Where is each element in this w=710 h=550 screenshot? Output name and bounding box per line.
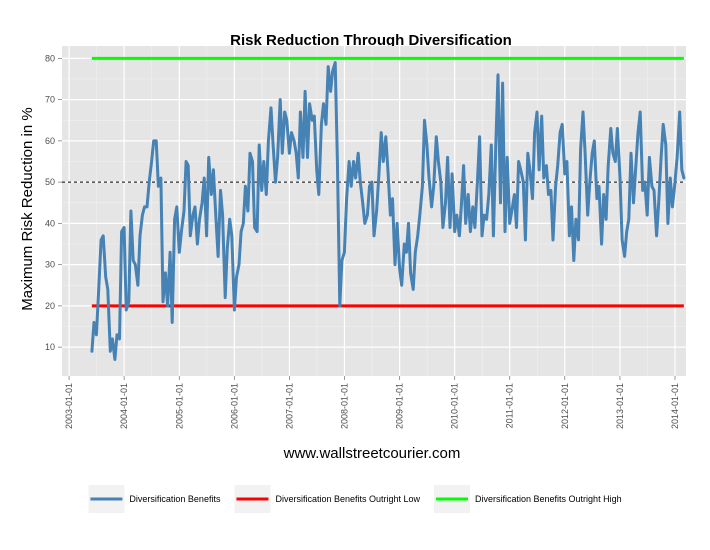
y-tick-label: 60	[45, 136, 55, 146]
y-axis-label: Maximum Risk Reduction in %	[19, 107, 36, 310]
y-tick-label: 10	[45, 342, 55, 352]
y-tick-label: 20	[45, 301, 55, 311]
x-tick-label: 2003-01-01	[64, 383, 74, 429]
legend-label: Diversification Benefits	[129, 494, 221, 504]
x-tick-label: 2009-01-01	[395, 383, 405, 429]
series-line-diversification-benefits	[90, 61, 686, 361]
x-tick-label: 2014-01-01	[670, 383, 680, 429]
y-tick-label: 30	[45, 260, 55, 270]
legend-label: Diversification Benefits Outright Low	[275, 494, 420, 504]
y-tick-label: 50	[45, 177, 55, 187]
legend-label: Diversification Benefits Outright High	[475, 494, 622, 504]
y-tick-label: 70	[45, 95, 55, 105]
x-tick-label: 2007-01-01	[284, 383, 294, 429]
legend: Diversification Benefits Diversification …	[88, 485, 622, 513]
x-axis-label: www.wallstreetcourier.com	[283, 445, 461, 462]
y-tick-label: 40	[45, 218, 55, 228]
x-tick-label: 2008-01-01	[339, 383, 349, 429]
x-tick-label: 2011-01-01	[505, 383, 515, 428]
x-tick-label: 2004-01-01	[119, 383, 129, 429]
y-tick-label: 80	[45, 53, 55, 63]
y-axis-ticks: 10 20 30 40 50 60 70 80	[45, 53, 62, 352]
x-axis-ticks: 2003-01-01 2004-01-01 2005-01-01 2006-01-01…	[64, 376, 680, 429]
reference-lines	[62, 56, 686, 308]
x-tick-label: 2010-01-01	[450, 383, 460, 429]
chart-title: Risk Reduction Through Diversification	[230, 32, 512, 49]
x-tick-label: 2005-01-01	[174, 383, 184, 429]
x-tick-label: 2006-01-01	[229, 383, 239, 429]
series-lines	[90, 61, 686, 361]
x-tick-label: 2013-01-01	[615, 383, 625, 429]
x-tick-label: 2012-01-01	[560, 383, 570, 429]
